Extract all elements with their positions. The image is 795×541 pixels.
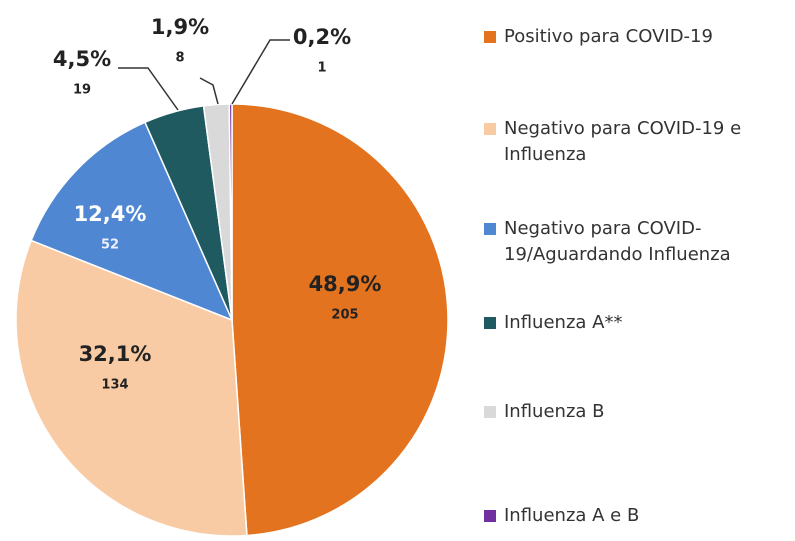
pie-slice: [15, 239, 248, 537]
pie-slice: [30, 121, 234, 322]
data-label: 12,4%: [74, 202, 147, 226]
count-label: 19: [73, 83, 91, 98]
data-label: 4,5%: [53, 47, 111, 71]
legend-swatch: [484, 31, 496, 43]
count-label: 205: [331, 308, 358, 323]
count-label: 134: [101, 378, 128, 393]
count-label: 1: [317, 61, 326, 76]
legend-item: Influenza A e B: [484, 503, 774, 529]
pie-slice: [228, 103, 233, 321]
leader-line: [231, 39, 290, 105]
count-label: 8: [175, 51, 184, 66]
legend-label: Influenza A e B: [504, 505, 640, 526]
legend-item: Influenza B: [484, 399, 774, 425]
legend-swatch: [484, 123, 496, 135]
legend-label: Influenza A**: [504, 312, 623, 333]
legend-swatch: [484, 223, 496, 235]
legend-label: Influenza B: [504, 401, 605, 422]
legend-item: Positivo para COVID-19: [484, 24, 774, 50]
legend-item: Negativo para COVID-19 e Influenza: [484, 116, 774, 168]
data-label: 48,9%: [309, 272, 382, 296]
legend-swatch: [484, 406, 496, 418]
legend-item: Influenza A**: [484, 310, 774, 336]
legend-label: Negativo para COVID-19 e Influenza: [504, 118, 742, 165]
pie-slice: [231, 103, 449, 537]
legend-swatch: [484, 510, 496, 522]
data-label: 32,1%: [79, 342, 152, 366]
legend-label: Negativo para COVID-19/Aguardando Influe…: [504, 218, 731, 265]
data-label: 0,2%: [293, 25, 351, 49]
legend-label: Positivo para COVID-19: [504, 26, 713, 47]
data-label: 1,9%: [151, 15, 209, 39]
leader-line: [118, 67, 179, 111]
legend-swatch: [484, 317, 496, 329]
leader-line: [199, 77, 219, 105]
count-label: 52: [101, 238, 119, 253]
legend-item: Negativo para COVID-19/Aguardando Influe…: [484, 216, 774, 268]
